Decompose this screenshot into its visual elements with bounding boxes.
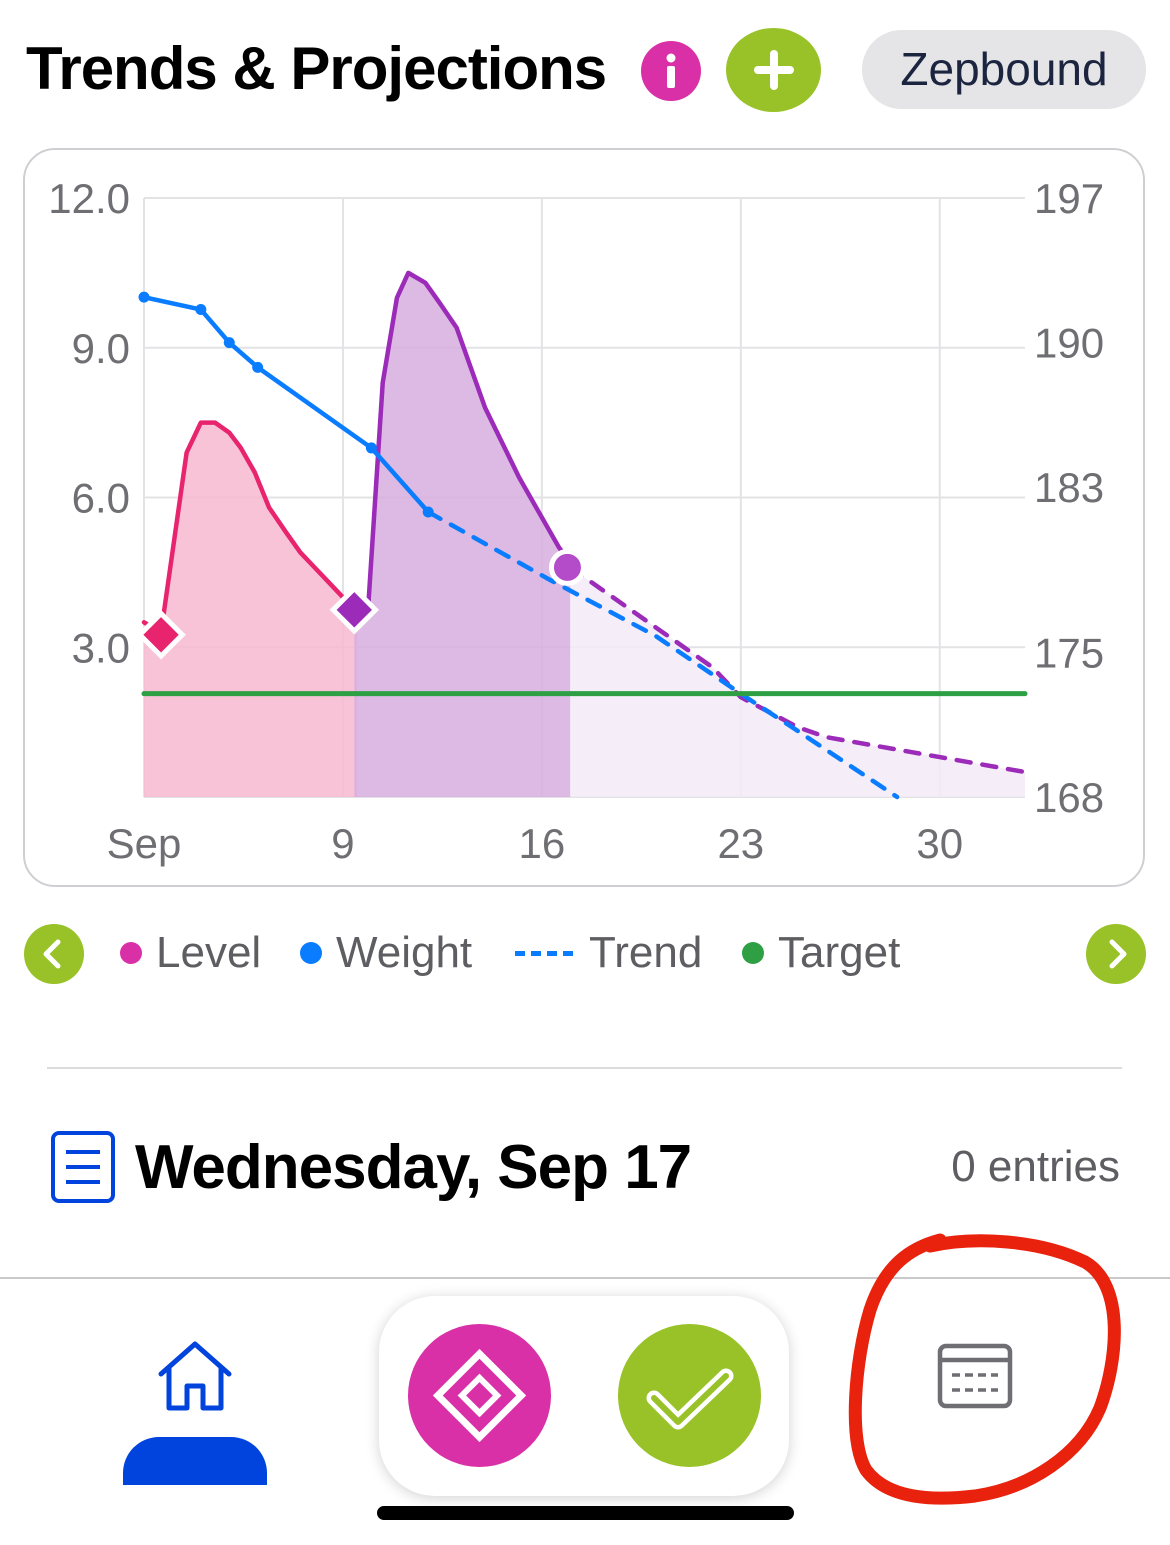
tab-bar-divider xyxy=(0,1277,1170,1279)
weight-point xyxy=(138,291,150,303)
next-week-button[interactable] xyxy=(1086,924,1146,984)
chart-markers xyxy=(136,291,586,660)
home-icon xyxy=(158,1341,232,1411)
y-right-tick-label: 197 xyxy=(1034,175,1104,222)
x-tick-label: 9 xyxy=(331,820,354,867)
chart-axis-labels: 12.0 9.0 6.0 3.0 197 190 183 175 168 Sep 9 16 23 30 xyxy=(48,175,1104,867)
trends-chart: 12.0 9.0 6.0 3.0 197 190 183 175 168 Sep 9 16 23 30 xyxy=(48,175,1104,867)
legend-level: Level xyxy=(120,928,261,978)
chart-legend: Level Weight Trend Target xyxy=(0,920,1170,990)
dose-marker xyxy=(136,610,186,660)
tab-home[interactable] xyxy=(120,1330,270,1490)
legend-trend: Trend xyxy=(515,928,702,978)
calendar-icon xyxy=(937,1343,1013,1409)
chart-fills xyxy=(144,272,1025,797)
notes-icon xyxy=(51,1131,115,1203)
dose-icon xyxy=(432,1348,527,1443)
active-tab-indicator xyxy=(123,1437,267,1485)
target-legend-icon xyxy=(742,942,764,964)
info-icon xyxy=(666,53,676,88)
y-left-tick-label: 6.0 xyxy=(72,475,130,522)
y-left-tick-label: 3.0 xyxy=(72,624,130,671)
x-tick-label: 30 xyxy=(916,820,963,867)
x-tick-label: Sep xyxy=(107,820,182,867)
weight-point xyxy=(422,506,434,518)
y-right-tick-label: 168 xyxy=(1034,774,1104,821)
quick-action-tray xyxy=(379,1296,789,1496)
weight-point xyxy=(223,337,235,349)
chevron-right-icon xyxy=(1109,939,1127,969)
legend-label: Level xyxy=(156,928,262,977)
trend-legend-icon xyxy=(515,950,573,956)
log-dose-button[interactable] xyxy=(408,1324,551,1467)
day-header[interactable]: Wednesday, Sep 17 0 entries xyxy=(0,1120,1170,1210)
log-entry-button[interactable] xyxy=(618,1324,761,1467)
y-right-tick-label: 175 xyxy=(1034,629,1104,676)
y-left-tick-label: 12.0 xyxy=(48,175,130,222)
weight-point xyxy=(365,442,377,454)
area-fill-level xyxy=(144,422,358,797)
y-right-tick-label: 183 xyxy=(1034,464,1104,511)
chart-card[interactable] xyxy=(23,148,1145,887)
series-line-level xyxy=(568,565,1028,775)
x-tick-label: 16 xyxy=(519,820,566,867)
previous-week-button[interactable] xyxy=(24,924,84,984)
area-fill-level xyxy=(570,567,1025,797)
dose-marker xyxy=(329,585,380,635)
y-right-tick-label: 190 xyxy=(1034,320,1104,367)
weight-point xyxy=(252,361,264,373)
home-indicator xyxy=(377,1506,794,1520)
info-button[interactable] xyxy=(641,41,701,101)
medication-selector[interactable]: Zepbound xyxy=(862,30,1146,109)
header: Trends & Projections Zepbound xyxy=(0,0,1170,140)
entries-count: 0 entries xyxy=(951,1142,1120,1191)
series-line-level xyxy=(141,420,360,635)
checkmark-icon xyxy=(646,1368,734,1430)
tab-calendar[interactable] xyxy=(900,1320,1050,1440)
legend-target: Target xyxy=(742,928,900,978)
weight-point xyxy=(195,304,207,316)
weight-legend-icon xyxy=(300,942,322,964)
y-left-tick-label: 9.0 xyxy=(72,325,130,372)
selected-day-title: Wednesday, Sep 17 xyxy=(135,1133,692,1202)
legend-label: Weight xyxy=(336,928,473,977)
chart-lines xyxy=(141,270,1028,800)
area-fill-level xyxy=(354,272,571,797)
x-tick-label: 23 xyxy=(717,820,764,867)
legend-label: Trend xyxy=(589,928,703,977)
current-level-marker xyxy=(548,548,586,586)
section-divider xyxy=(47,1067,1122,1069)
level-legend-icon xyxy=(120,942,142,964)
series-line-trend xyxy=(425,509,900,800)
chevron-left-icon xyxy=(43,939,61,969)
add-button[interactable] xyxy=(726,28,821,112)
plus-icon xyxy=(754,50,794,90)
page-title: Trends & Projections xyxy=(26,35,607,102)
series-line-level xyxy=(352,270,573,615)
legend-label: Target xyxy=(778,928,901,977)
series-line-weight xyxy=(141,294,431,515)
legend-weight: Weight xyxy=(300,928,472,978)
